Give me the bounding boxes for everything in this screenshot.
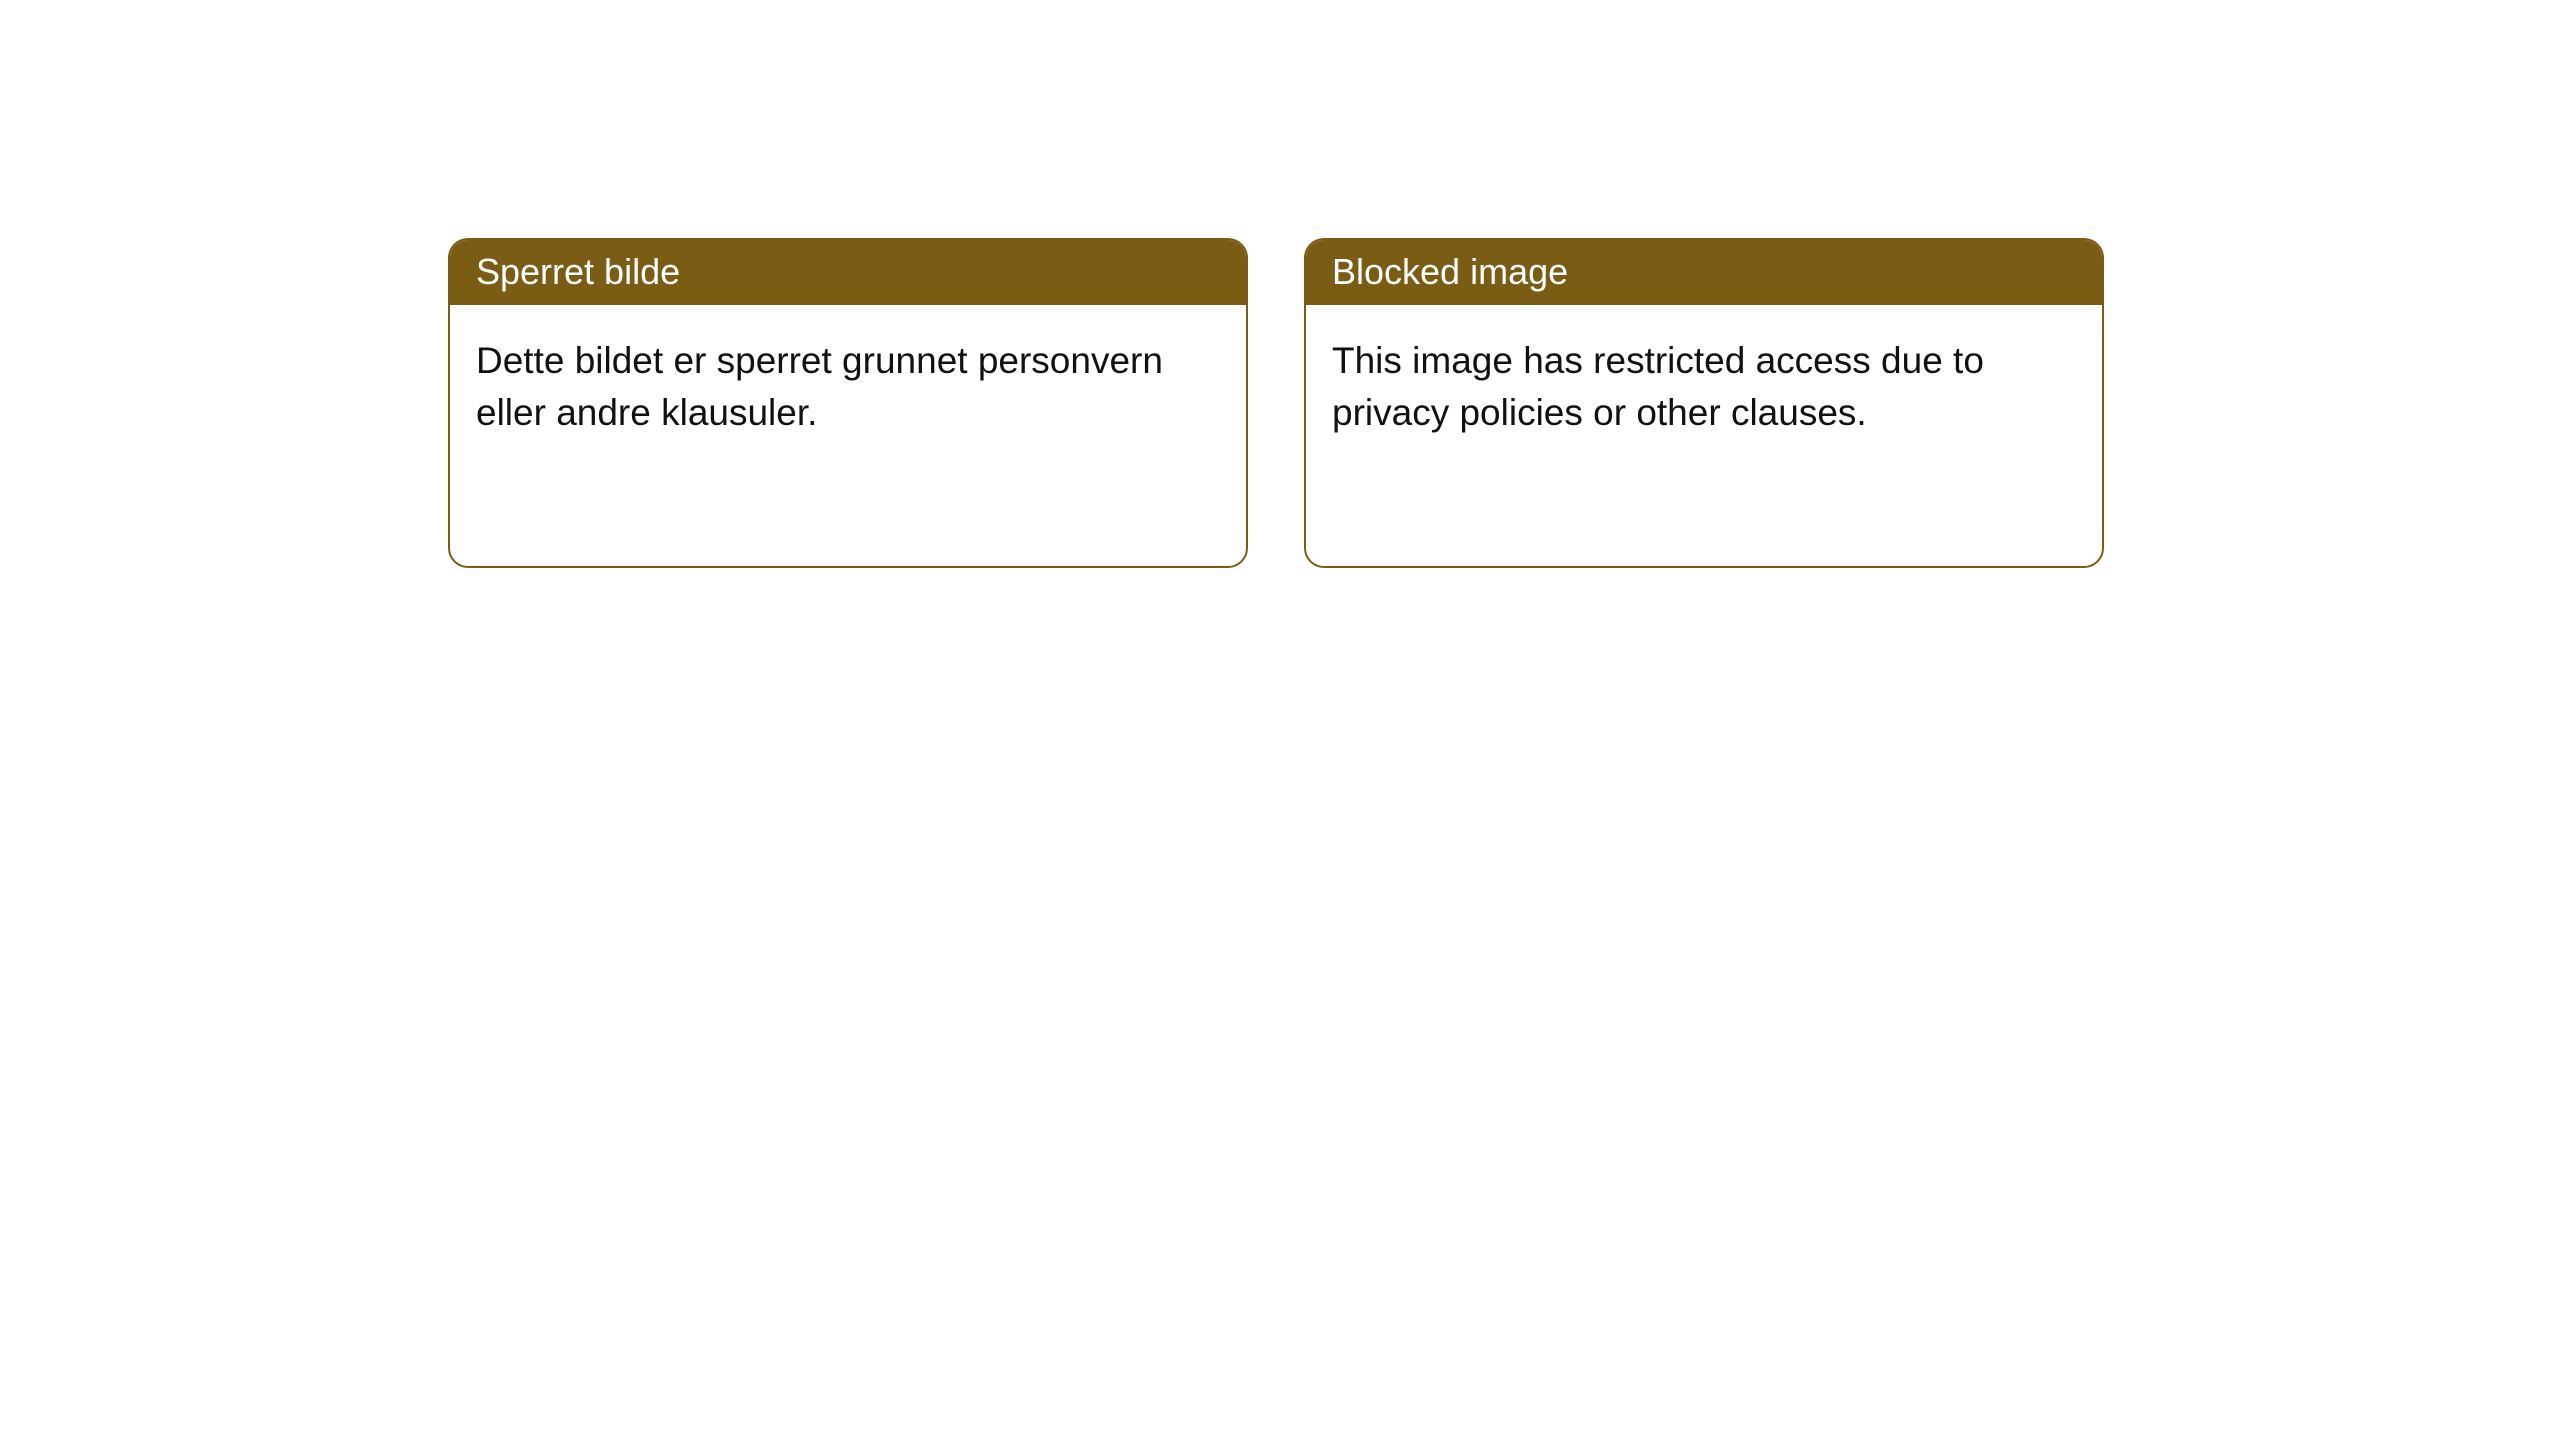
notice-container: Sperret bilde Dette bildet er sperret gr… [448, 238, 2104, 568]
notice-body-en: This image has restricted access due to … [1306, 305, 2102, 469]
notice-title-no: Sperret bilde [450, 240, 1246, 305]
notice-card-no: Sperret bilde Dette bildet er sperret gr… [448, 238, 1248, 568]
notice-title-en: Blocked image [1306, 240, 2102, 305]
notice-card-en: Blocked image This image has restricted … [1304, 238, 2104, 568]
notice-body-no: Dette bildet er sperret grunnet personve… [450, 305, 1246, 469]
